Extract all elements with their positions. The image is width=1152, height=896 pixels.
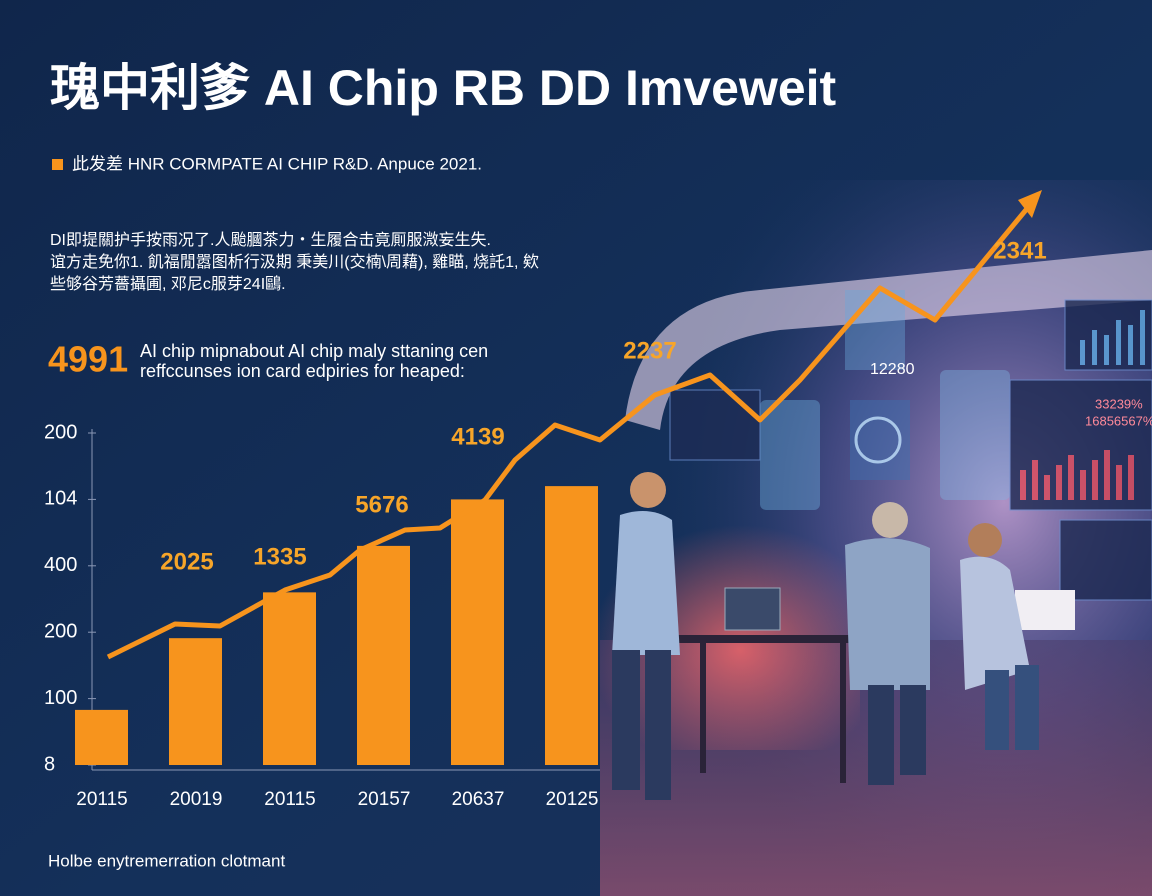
people (612, 472, 1075, 800)
y-tick-label: 200 (44, 421, 77, 443)
bar (169, 638, 222, 765)
y-tick-label: 104 (44, 488, 77, 510)
y-tick-label: 8 (44, 753, 55, 775)
trend-line (106, 203, 1032, 660)
callout-text: reffccunses ion card edpiries for heaped… (140, 361, 465, 381)
screen-label: 33239% (1095, 396, 1143, 411)
subtitle: 此发差 HNR CORMPATE AI CHIP R&D. Anpuce 202… (72, 154, 482, 173)
x-tick-label: 20125 (546, 789, 599, 810)
annotation: 2025 (160, 548, 213, 575)
x-tick-label: 20019 (170, 789, 223, 810)
paragraph-line: DI即提關护手按雨况了.人颱膕茶力・生履合击竟厠服溦妄生失. (50, 231, 491, 249)
annotation: 2341 (993, 237, 1046, 264)
callout-text: AI chip mipnabout AI chip maly sttaning … (140, 341, 488, 361)
bar (263, 592, 316, 765)
x-tick-label: 20157 (358, 789, 411, 810)
bar (545, 486, 598, 765)
bar (75, 709, 128, 765)
bar (451, 499, 504, 765)
subtitle-bullet (52, 159, 63, 170)
footer: Holbe enytremerration clotmant (48, 851, 285, 870)
callout-number: 4991 (48, 339, 128, 380)
x-tick-label: 20637 (452, 789, 505, 810)
screen-label: 12280 (870, 361, 915, 378)
trend-arrow (1018, 190, 1042, 218)
bar (357, 545, 410, 765)
annotation: 5676 (355, 491, 408, 518)
red-glow (560, 500, 860, 750)
x-tick-label: 20115 (76, 789, 127, 810)
y-tick-label: 100 (44, 687, 77, 709)
x-tick-label: 20115 (264, 789, 315, 810)
screen-label: 16856567% (1085, 413, 1152, 428)
y-tick-label: 200 (44, 620, 77, 642)
paragraph-line: 谊方走免你1. 飢福閒嚣图析行汲期 秉美川(交楠\周藉), 雞瞄, 烧託1, 欸 (50, 253, 539, 271)
title: 瑰中利爹 AI Chip RB DD Imveweit (50, 60, 837, 116)
y-tick-label: 400 (44, 554, 77, 576)
lab-arch (625, 250, 1152, 430)
screens (669, 290, 1152, 601)
annotation: 2237 (623, 337, 676, 364)
annotation: 4139 (451, 423, 504, 450)
annotation: 1335 (253, 543, 306, 570)
paragraph-line: 些够谷芳薔攝圃, 邓尼c服芽24I鷗. (50, 275, 286, 293)
